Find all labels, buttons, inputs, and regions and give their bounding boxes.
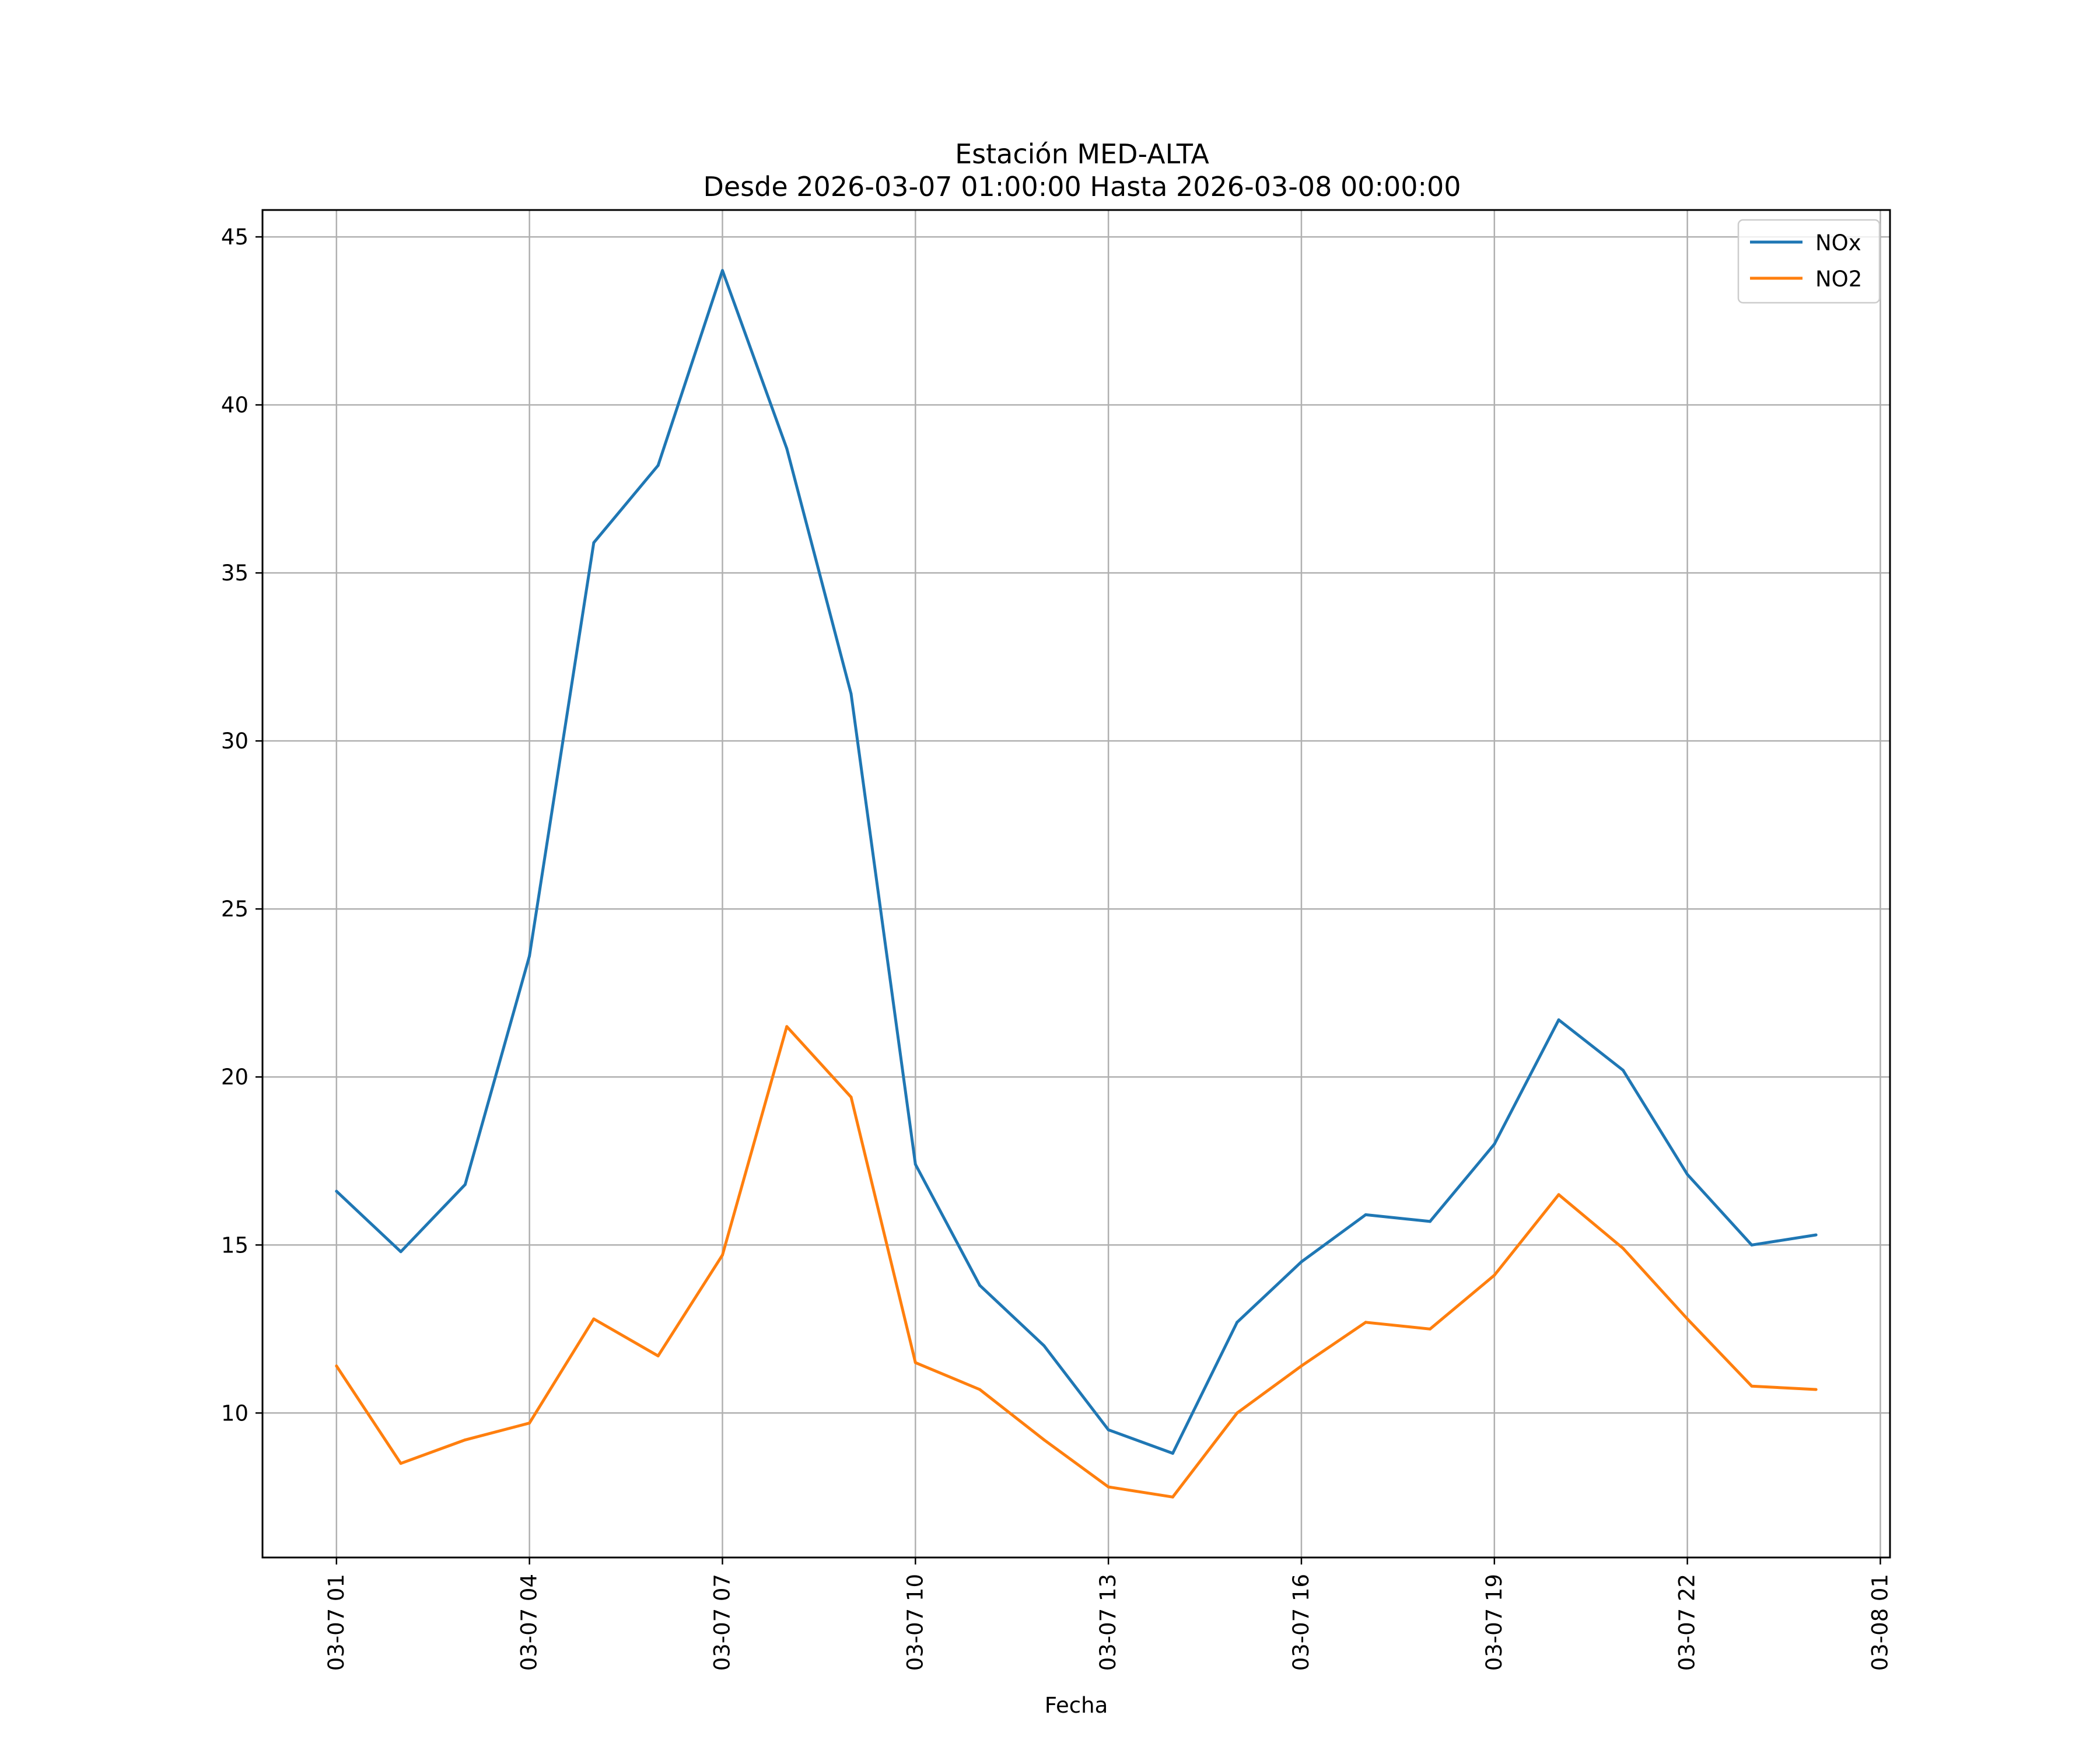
y-tick-label: 40 [221,393,249,418]
x-tick-label: 03-07 07 [709,1574,734,1671]
x-axis-label: Fecha [1045,1693,1108,1718]
y-axis: 10 15 20 25 30 35 40 45 [221,225,262,1426]
data-point-no2 [849,1096,853,1099]
x-tick-label: 03-07 22 [1675,1574,1700,1671]
data-point-nox [463,1183,467,1186]
data-point-nox [1621,1069,1625,1072]
data-point-no2 [785,1025,789,1028]
legend-label-nox: NOx [1815,230,1861,256]
data-point-no2 [592,1317,596,1321]
data-point-nox [849,692,853,696]
data-point-no2 [656,1354,660,1357]
y-tick-label: 35 [221,561,249,586]
data-point-nox [1171,1451,1174,1455]
data-point-no2 [1236,1411,1239,1415]
x-tick-label: 03-07 16 [1289,1574,1314,1671]
x-tick-label: 03-07 13 [1096,1574,1121,1671]
x-tick-label: 03-07 19 [1482,1574,1507,1671]
data-point-nox [1429,1220,1432,1223]
data-point-no2 [1814,1388,1818,1391]
data-point-nox [592,541,596,544]
data-point-no2 [720,1254,724,1257]
data-point-nox [720,269,724,272]
x-tick-label: 03-07 04 [517,1574,542,1671]
data-point-nox [1364,1213,1367,1216]
y-tick-label: 15 [221,1233,249,1258]
data-point-no2 [1107,1485,1110,1489]
data-point-no2 [914,1361,917,1364]
data-point-no2 [1364,1321,1367,1324]
data-point-nox [1750,1243,1754,1247]
x-tick-label: 03-07 10 [902,1574,928,1671]
data-point-no2 [335,1364,338,1368]
data-point-nox [785,447,789,450]
data-point-nox [335,1189,338,1193]
data-point-no2 [1621,1247,1625,1250]
y-tick-label: 25 [221,897,249,922]
data-point-nox [1107,1428,1110,1432]
data-point-no2 [528,1422,531,1425]
x-tick-label: 03-08 01 [1867,1574,1892,1671]
data-point-nox [978,1283,982,1287]
series-line-nox [335,269,1817,1455]
series-line-no2 [335,1025,1817,1499]
data-point-nox [528,954,531,958]
chart-subtitle: Desde 2026-03-07 01:00:00 Hasta 2026-03-… [703,171,1461,202]
data-point-nox [1300,1260,1303,1264]
data-point-no2 [1171,1495,1174,1499]
x-tick-label: 03-07 01 [324,1574,349,1671]
y-tick-label: 10 [221,1401,249,1426]
data-point-no2 [1429,1327,1432,1331]
data-point-no2 [463,1438,467,1441]
data-point-nox [1814,1233,1818,1237]
data-point-nox [1493,1142,1496,1146]
data-point-nox [1042,1344,1046,1348]
y-tick-label: 45 [221,225,249,250]
data-point-no2 [1493,1273,1496,1277]
chart-title: Estación MED-ALTA [955,138,1209,170]
data-point-nox [1557,1018,1560,1021]
data-point-no2 [1686,1317,1689,1321]
y-tick-label: 20 [221,1065,249,1090]
data-point-nox [399,1250,402,1254]
data-point-nox [656,464,660,467]
data-point-no2 [1042,1438,1046,1441]
data-point-no2 [1750,1384,1754,1388]
legend: NOx NO2 [1737,219,1881,304]
data-point-nox [1236,1321,1239,1324]
y-tick-label: 30 [221,729,249,754]
series-lines [335,269,1818,1499]
legend-label-no2: NO2 [1815,267,1862,292]
data-point-nox [914,1163,917,1166]
data-point-no2 [978,1388,982,1391]
data-point-no2 [1557,1193,1560,1196]
x-axis: 03-07 01 03-07 04 03-07 07 03-07 10 03-07 13… [324,1558,1892,1671]
data-point-no2 [399,1462,402,1465]
plot-area-frame [261,209,1891,1559]
data-point-nox [1686,1172,1689,1176]
data-point-no2 [1300,1364,1303,1368]
